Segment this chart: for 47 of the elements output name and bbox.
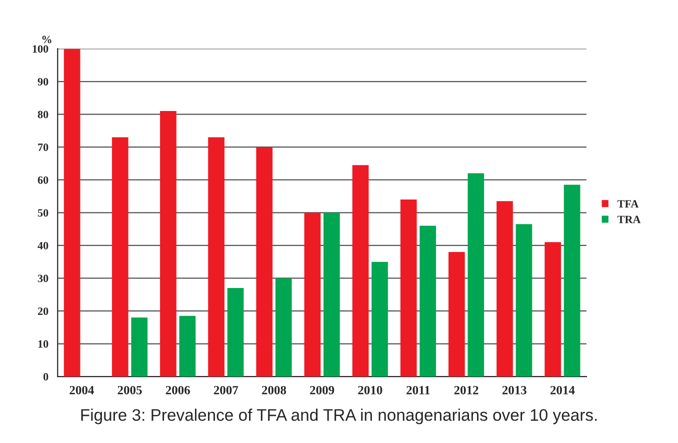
x-tick-label: 2013 — [502, 386, 526, 394]
bar — [352, 165, 369, 377]
bar — [400, 200, 417, 377]
bar — [372, 262, 388, 377]
y-tick-label: 80 — [38, 110, 48, 118]
y-axis-title: % — [42, 36, 52, 44]
y-tick-label: 0 — [43, 373, 48, 381]
legend-label: TFA — [617, 200, 639, 208]
y-tick-label: 90 — [38, 78, 48, 86]
bar — [448, 252, 465, 377]
x-tick-label: 2006 — [166, 386, 190, 394]
bar — [208, 137, 224, 377]
x-tick-label: 2004 — [70, 386, 94, 394]
bar — [112, 137, 128, 377]
bar — [304, 212, 321, 377]
bar — [179, 316, 196, 377]
legend-label: TRA — [617, 216, 641, 224]
y-tick-label: 40 — [38, 242, 48, 250]
bar — [227, 288, 244, 377]
y-tick-label: 60 — [38, 176, 48, 184]
y-tick-label: 20 — [38, 307, 48, 315]
x-tick-label: 2014 — [550, 386, 575, 394]
bar — [544, 242, 561, 377]
y-tick-label: 100 — [32, 45, 48, 53]
bar — [64, 48, 80, 377]
caption: Figure 3: Prevalence of TFA and TRA in nonagenarians over 10 years. — [81, 408, 597, 424]
bar — [516, 224, 532, 377]
x-tick-label: 2010 — [358, 386, 382, 394]
bar — [468, 173, 484, 377]
bar — [160, 111, 176, 377]
x-tick-label: 2008 — [262, 386, 286, 394]
x-tick-label: 2007 — [214, 386, 238, 394]
bar — [496, 201, 513, 377]
x-tick-label: 2005 — [118, 386, 142, 394]
y-tick-label: 70 — [38, 144, 48, 152]
y-tick-label: 30 — [38, 274, 48, 282]
y-tick-label: 10 — [38, 340, 48, 348]
bar — [256, 147, 273, 377]
x-tick-label: 2011 — [406, 386, 430, 394]
bar — [420, 226, 436, 377]
bar — [131, 318, 148, 377]
x-tick-label: 2009 — [310, 386, 334, 394]
bar — [275, 278, 292, 377]
bar — [323, 212, 340, 377]
x-tick-label: 2012 — [454, 386, 478, 394]
y-tick-label: 50 — [38, 209, 48, 217]
bar — [564, 184, 580, 377]
